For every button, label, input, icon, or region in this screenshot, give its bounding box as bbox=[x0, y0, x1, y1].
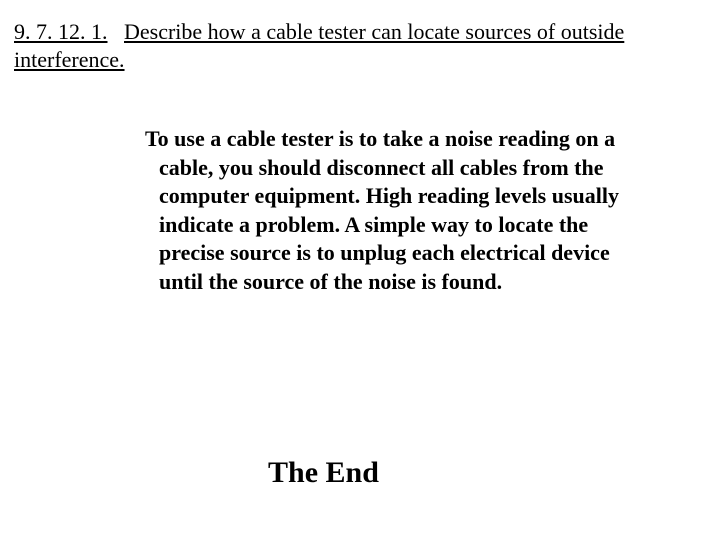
section-number: 9. 7. 12. 1. bbox=[14, 19, 108, 44]
section-heading: 9. 7. 12. 1. Describe how a cable tester… bbox=[14, 18, 700, 74]
footer-the-end: The End bbox=[268, 456, 379, 490]
slide-page: 9. 7. 12. 1. Describe how a cable tester… bbox=[0, 0, 720, 540]
body-paragraph: To use a cable tester is to take a noise… bbox=[145, 125, 639, 297]
